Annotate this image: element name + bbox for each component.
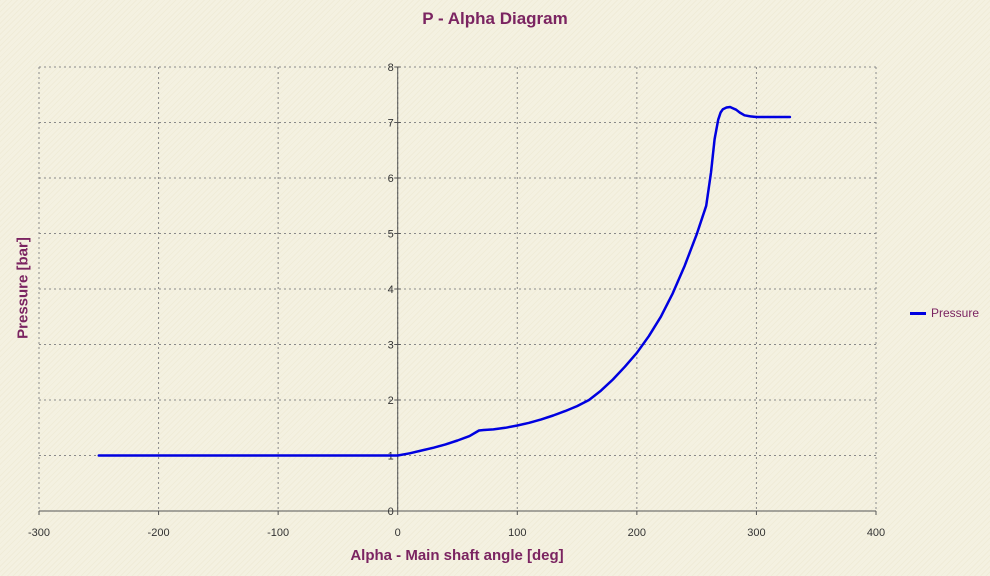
series-line-pressure	[97, 105, 792, 457]
legend: Pressure	[910, 306, 979, 320]
y-tick-label: 0	[388, 506, 394, 518]
x-tick-label: -100	[267, 527, 289, 539]
chart-title: P - Alpha Diagram	[422, 9, 568, 28]
y-tick-label: 7	[388, 118, 394, 130]
x-tick-label: 100	[508, 527, 526, 539]
x-tick-label: -200	[148, 527, 170, 539]
y-tick-label: 3	[388, 340, 394, 352]
x-tick-label: 200	[628, 527, 646, 539]
series-layer	[97, 105, 792, 457]
x-axis-label: Alpha - Main shaft angle [deg]	[350, 547, 564, 564]
y-tick-label: 2	[388, 395, 394, 407]
x-tick-label: -300	[28, 527, 50, 539]
axes	[38, 66, 877, 515]
legend-label-pressure: Pressure	[931, 306, 980, 320]
x-tick-label: 300	[747, 527, 765, 539]
grid-lines	[38, 66, 877, 512]
y-tick-label: 6	[388, 173, 394, 185]
y-tick-label: 4	[388, 284, 394, 296]
legend-swatch-pressure	[910, 311, 926, 315]
x-tick-label: 0	[395, 527, 401, 539]
y-tick-label: 8	[388, 62, 394, 74]
y-tick-label: 5	[388, 229, 394, 241]
x-tick-label: 400	[867, 527, 885, 539]
